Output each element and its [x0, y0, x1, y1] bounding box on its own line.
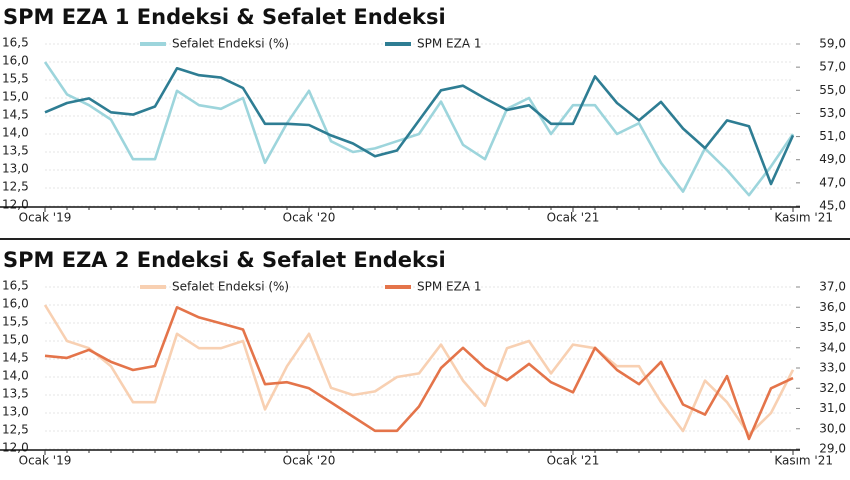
y-tick-label: 14,0	[2, 369, 29, 383]
y2-tick-label: 45,0	[819, 199, 846, 213]
series-line	[43, 61, 795, 197]
y2-tick-label: 57,0	[819, 60, 846, 74]
y2-tick-label: 55,0	[819, 83, 846, 97]
chart-title: SPM EZA 2 Endeksi & Sefalet Endeksi	[3, 248, 446, 272]
y-tick-label: 16,5	[2, 279, 29, 293]
y-tick-label: 15,5	[2, 72, 29, 86]
y2-tick-label: 59,0	[819, 37, 846, 51]
x-tick-label: Ocak '21	[547, 454, 600, 468]
x-tick-label: Ocak '19	[19, 454, 72, 468]
x-tick-label: Ocak '19	[19, 211, 72, 225]
y-tick-label: 12,5	[2, 180, 29, 194]
y-tick-label: 12,0	[2, 198, 29, 212]
legend-label: Sefalet Endeksi (%)	[172, 37, 289, 51]
y-tick-label: 13,0	[2, 405, 29, 419]
y2-tick-label: 37,0	[819, 280, 846, 294]
chart-title: SPM EZA 1 Endeksi & Sefalet Endeksi	[3, 5, 446, 29]
y2-tick-label: 49,0	[819, 152, 846, 166]
x-tick-label: Kasım '21	[774, 211, 833, 225]
y2-tick-label: 36,0	[819, 300, 846, 314]
y-tick-label: 16,0	[2, 54, 29, 68]
y2-tick-label: 53,0	[819, 106, 846, 120]
y2-tick-label: 31,0	[819, 401, 846, 415]
y-tick-label: 15,0	[2, 90, 29, 104]
x-tick-label: Kasım '21	[774, 454, 833, 468]
series-line	[43, 304, 795, 436]
y-tick-label: 13,5	[2, 144, 29, 158]
y-tick-label: 14,5	[2, 108, 29, 122]
x-tick-label: Ocak '20	[283, 454, 336, 468]
y-tick-label: 15,0	[2, 333, 29, 347]
y-tick-label: 12,0	[2, 441, 29, 455]
y2-tick-label: 33,0	[819, 361, 846, 375]
y2-tick-label: 51,0	[819, 129, 846, 143]
y2-tick-label: 34,0	[819, 340, 846, 354]
legend-label: SPM EZA 1	[417, 37, 481, 51]
y2-tick-label: 30,0	[819, 421, 846, 435]
x-tick-label: Ocak '21	[547, 211, 600, 225]
y-tick-label: 15,5	[2, 315, 29, 329]
legend-label: Sefalet Endeksi (%)	[172, 280, 289, 294]
y-tick-label: 16,0	[2, 297, 29, 311]
y2-tick-label: 32,0	[819, 381, 846, 395]
y2-tick-label: 35,0	[819, 320, 846, 334]
legend-label: SPM EZA 1	[417, 280, 481, 294]
y2-tick-label: 47,0	[819, 175, 846, 189]
y-tick-label: 16,5	[2, 36, 29, 50]
series-line	[44, 67, 795, 186]
y-tick-label: 14,5	[2, 351, 29, 365]
y-tick-label: 14,0	[2, 126, 29, 140]
y-tick-label: 13,5	[2, 387, 29, 401]
y2-tick-label: 29,0	[819, 442, 846, 456]
x-tick-label: Ocak '20	[283, 211, 336, 225]
y-tick-label: 12,5	[2, 423, 29, 437]
y-tick-label: 13,0	[2, 162, 29, 176]
series-line	[44, 306, 794, 441]
